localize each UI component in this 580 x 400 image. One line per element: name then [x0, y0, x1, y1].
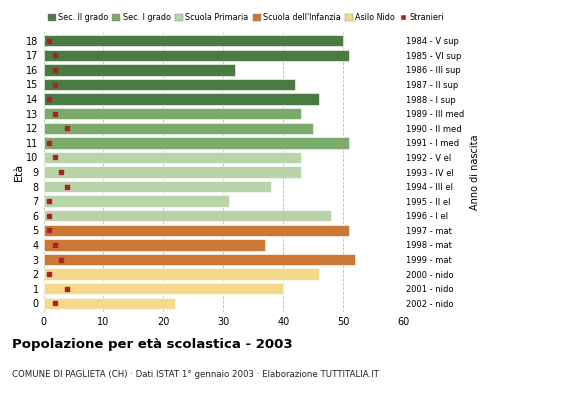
Bar	[44, 137, 349, 148]
Legend: Sec. II grado, Sec. I grado, Scuola Primaria, Scuola dell'Infanzia, Asilo Nido, : Sec. II grado, Sec. I grado, Scuola Prim…	[48, 13, 444, 22]
Bar	[44, 225, 349, 236]
Y-axis label: Anno di nascita: Anno di nascita	[470, 134, 480, 210]
Bar	[44, 35, 343, 46]
Bar	[44, 64, 235, 76]
Bar	[44, 254, 355, 265]
Bar	[44, 79, 295, 90]
Bar	[44, 122, 313, 134]
Bar	[44, 93, 319, 105]
Bar	[44, 152, 301, 163]
Bar	[44, 108, 301, 119]
Bar	[44, 268, 319, 280]
Bar	[44, 210, 331, 222]
Bar	[44, 196, 229, 207]
Bar	[44, 283, 283, 294]
Text: Popolazione per età scolastica - 2003: Popolazione per età scolastica - 2003	[12, 338, 292, 351]
Text: COMUNE DI PAGLIETA (CH) · Dati ISTAT 1° gennaio 2003 · Elaborazione TUTTITALIA.I: COMUNE DI PAGLIETA (CH) · Dati ISTAT 1° …	[12, 370, 379, 379]
Bar	[44, 239, 265, 251]
Y-axis label: Età: Età	[13, 163, 23, 181]
Bar	[44, 50, 349, 61]
Bar	[44, 166, 301, 178]
Bar	[44, 298, 175, 309]
Bar	[44, 181, 271, 192]
